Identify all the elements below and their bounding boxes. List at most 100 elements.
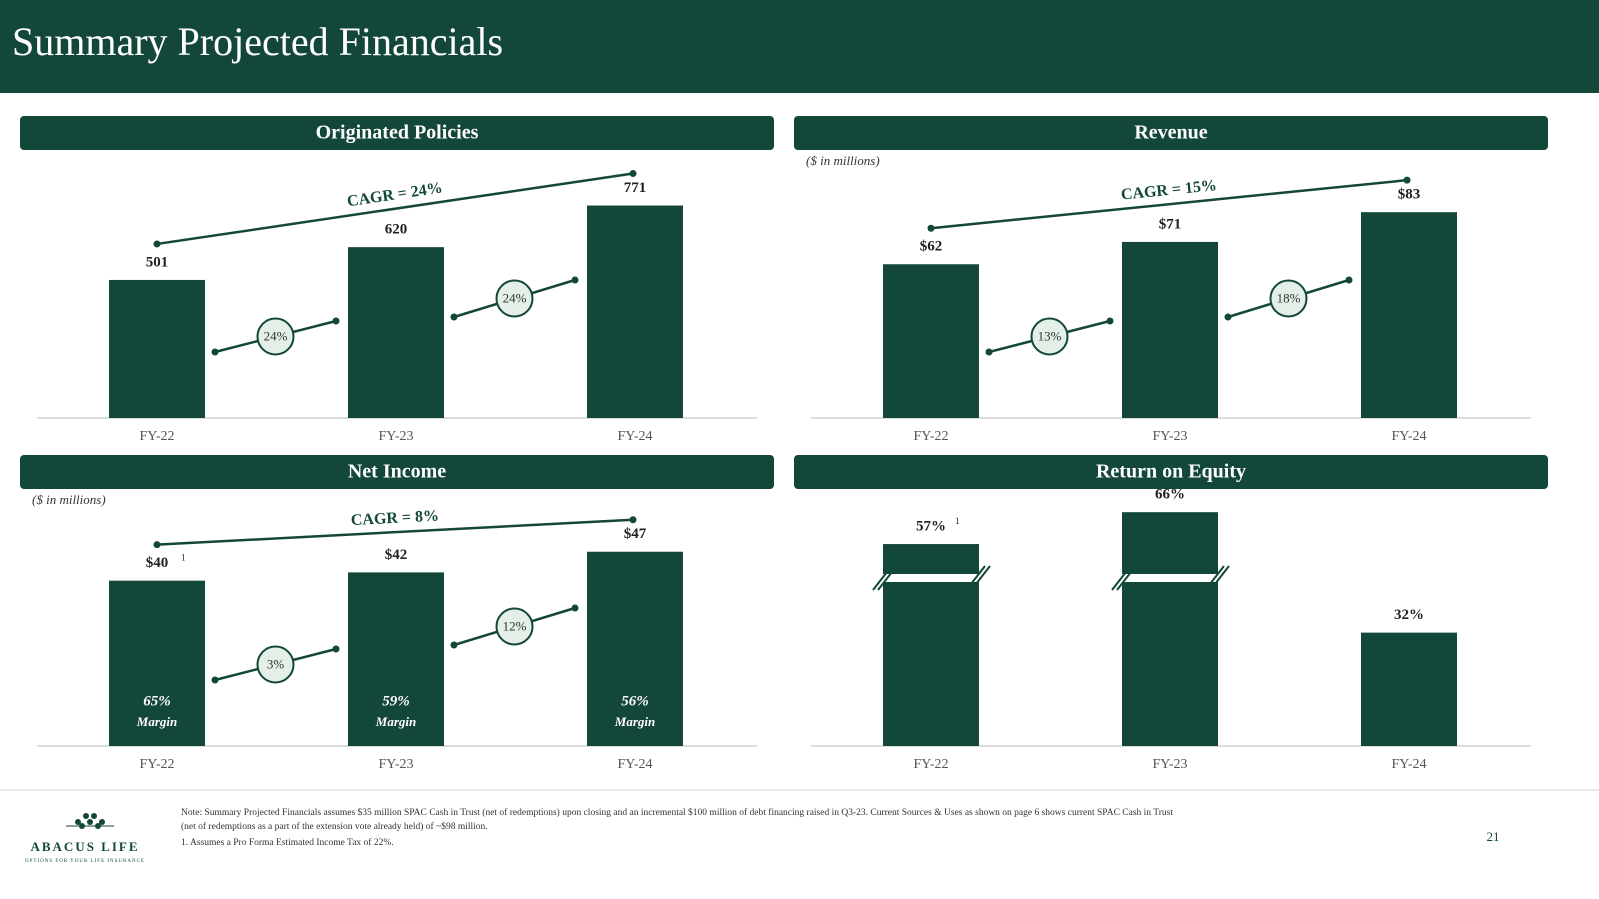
cagr-line	[156, 172, 634, 246]
value-label: 66%	[1155, 487, 1185, 503]
growth-dot	[332, 645, 340, 653]
bar	[1122, 512, 1218, 746]
x-tick-label: FY-24	[617, 757, 652, 772]
axis-break-mark	[1111, 571, 1127, 591]
bar	[109, 279, 205, 418]
axis-break-gap	[1120, 574, 1220, 582]
value-label: $62	[920, 239, 943, 255]
growth-dot	[571, 276, 579, 284]
x-tick-label: FY-23	[378, 757, 413, 772]
panel-title: Revenue	[1134, 122, 1207, 144]
growth-label: 3%	[267, 656, 285, 671]
axis-break-mark	[872, 571, 888, 591]
panel-header	[20, 455, 774, 489]
panel-title: Originated Policies	[316, 122, 479, 144]
axis-break-mark	[970, 565, 986, 585]
growth-badge	[256, 645, 295, 684]
footnote-mark: 1	[955, 516, 960, 526]
bar	[1361, 212, 1457, 418]
margin-label: Margin	[375, 714, 416, 729]
growth-dot	[211, 676, 219, 684]
panel-header	[794, 455, 1548, 489]
growth-dot	[1106, 317, 1114, 325]
bar	[587, 551, 683, 746]
value-label: 57%	[916, 518, 946, 534]
growth-dot	[985, 348, 993, 356]
growth-label: 13%	[1038, 328, 1062, 343]
x-tick-label: FY-24	[1391, 757, 1426, 772]
x-tick-label: FY-22	[913, 757, 948, 772]
axis-break-mark	[1209, 565, 1225, 585]
x-tick-label: FY-23	[1152, 429, 1187, 444]
x-tick-label: FY-23	[1152, 757, 1187, 772]
axis-break-mark	[1214, 565, 1230, 585]
bar	[109, 580, 205, 746]
cagr-label: CAGR = 8%	[350, 508, 439, 530]
bar	[348, 572, 444, 746]
page-number: 21	[1487, 829, 1500, 844]
axis-break-mark	[975, 565, 991, 585]
bar	[883, 264, 979, 418]
growth-dot	[450, 313, 458, 321]
note-text: Note: Summary Projected Financials assum…	[181, 807, 1173, 818]
growth-badge	[495, 607, 534, 646]
cagr-dot	[153, 240, 161, 248]
growth-dot	[571, 604, 579, 612]
margin-value: 65%	[143, 693, 171, 709]
value-label: $42	[385, 547, 408, 563]
panel-subtitle: ($ in millions)	[806, 153, 880, 168]
growth-dot	[332, 317, 340, 325]
bar	[1122, 241, 1218, 418]
x-tick-label: FY-24	[617, 429, 652, 444]
x-tick-label: FY-22	[913, 429, 948, 444]
note-text: (net of redemptions as a part of the ext…	[181, 821, 488, 832]
margin-label: Margin	[136, 714, 177, 729]
cagr-dot	[1403, 176, 1411, 184]
x-tick-label: FY-22	[139, 757, 174, 772]
axis-break-mark	[1116, 571, 1132, 591]
panel-header	[794, 116, 1548, 150]
panel-title: Net Income	[348, 461, 446, 483]
bar	[587, 205, 683, 418]
value-label: 501	[146, 254, 169, 270]
growth-dot	[1224, 313, 1232, 321]
margin-value: 56%	[621, 693, 649, 709]
axis-break-gap	[881, 574, 981, 582]
growth-label: 24%	[503, 290, 527, 305]
x-tick-label: FY-22	[139, 429, 174, 444]
value-label: $40	[146, 555, 169, 571]
logo-name: ABACUS LIFE	[30, 839, 139, 854]
growth-badge	[1030, 317, 1069, 356]
growth-dot	[450, 641, 458, 649]
cagr-line	[930, 178, 1408, 230]
growth-dot	[211, 348, 219, 356]
cagr-dot	[629, 170, 637, 178]
cagr-line	[156, 518, 634, 546]
value-label: $83	[1398, 187, 1421, 203]
panel-title: Return on Equity	[1096, 461, 1246, 483]
value-label: 620	[385, 222, 408, 238]
x-tick-label: FY-23	[378, 429, 413, 444]
cagr-label: CAGR = 24%	[346, 179, 444, 210]
margin-value: 59%	[382, 693, 410, 709]
panel-subtitle: ($ in millions)	[32, 492, 106, 507]
footnote-mark: 1	[181, 553, 186, 563]
logo-icon	[66, 813, 114, 829]
slide-title: Summary Projected Financials	[12, 19, 503, 64]
cagr-dot	[927, 224, 935, 232]
x-tick-label: FY-24	[1391, 429, 1426, 444]
axis-break-mark	[877, 571, 893, 591]
bar	[348, 247, 444, 418]
growth-badge	[495, 279, 534, 318]
value-label: 32%	[1394, 607, 1424, 623]
cagr-dot	[153, 541, 161, 549]
margin-label: Margin	[614, 714, 655, 729]
growth-label: 24%	[264, 328, 288, 343]
growth-label: 12%	[503, 618, 527, 633]
growth-badge	[256, 317, 295, 356]
value-label: 771	[624, 180, 647, 196]
header-bar	[0, 0, 1599, 93]
cagr-dot	[629, 516, 637, 524]
growth-badge	[1269, 279, 1308, 318]
